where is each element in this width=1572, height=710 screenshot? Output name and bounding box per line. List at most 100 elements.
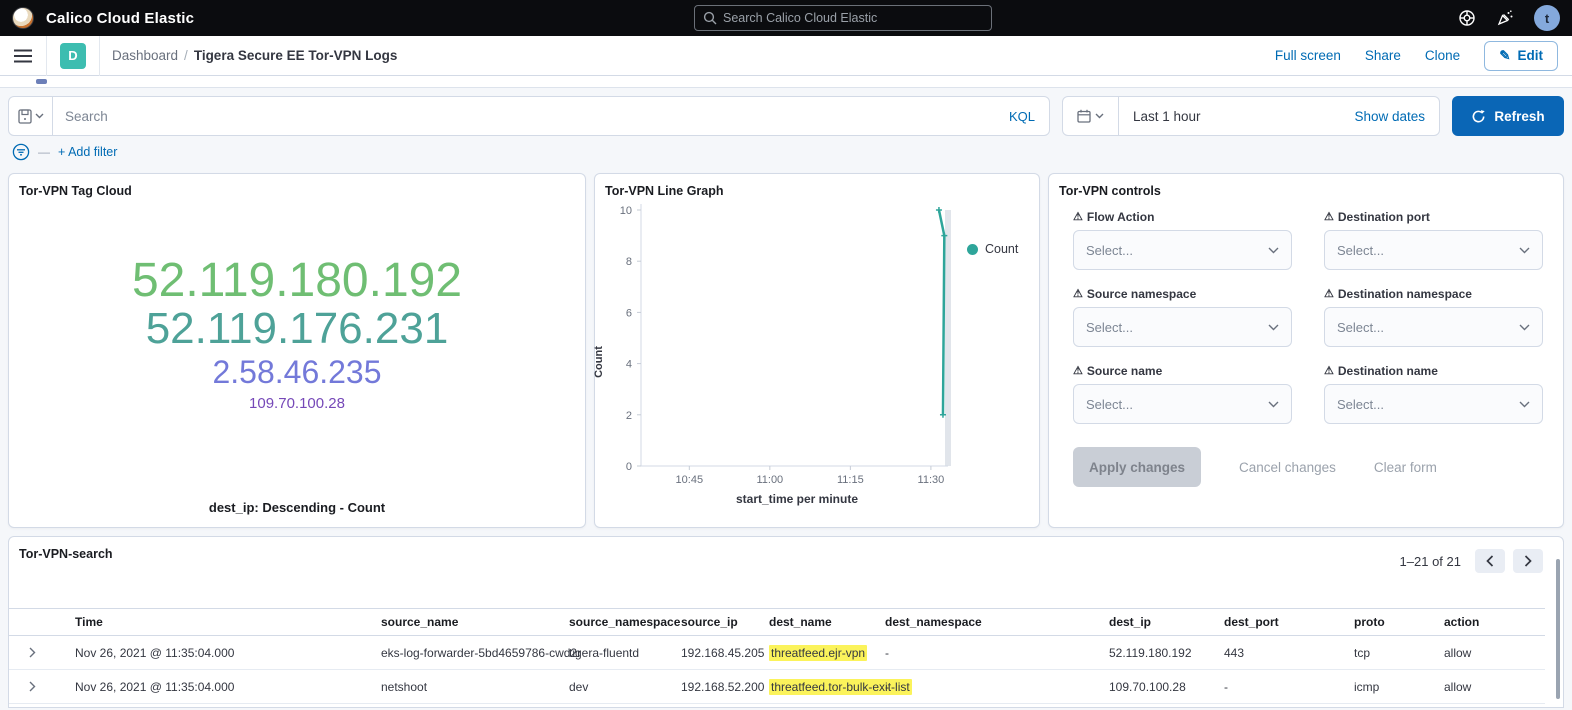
show-dates-button[interactable]: Show dates: [1354, 108, 1425, 124]
menu-button[interactable]: [14, 49, 32, 63]
date-picker: Last 1 hour Show dates: [1062, 96, 1440, 136]
calendar-icon: [1077, 109, 1091, 123]
chart-legend[interactable]: Count: [967, 242, 1018, 256]
calico-logo-icon[interactable]: [12, 7, 34, 29]
cancel-changes-button[interactable]: Cancel changes: [1239, 459, 1336, 475]
tag-cloud-footer: dest_ip: Descending - Count: [208, 500, 386, 515]
column-header[interactable]: source_ip: [681, 608, 769, 636]
column-header[interactable]: dest_ip: [1109, 608, 1224, 636]
column-header[interactable]: proto: [1354, 608, 1444, 636]
next-page-button[interactable]: [1513, 549, 1543, 573]
column-header[interactable]: action: [1444, 608, 1545, 636]
query-input[interactable]: [65, 108, 995, 124]
tag-cloud-item[interactable]: 52.119.180.192: [131, 254, 463, 307]
controls-buttons: Apply changes Cancel changes Clear form: [1049, 441, 1563, 487]
cell-dest-namespace: -: [885, 703, 1109, 707]
column-header[interactable]: dest_name: [769, 608, 885, 636]
kql-language-button[interactable]: KQL: [1008, 108, 1035, 124]
highlighted-value: threatfeed.tor-bulk-exit-list: [769, 678, 912, 695]
cell-dest-namespace: -: [885, 669, 1109, 704]
edit-button[interactable]: ✎ Edit: [1484, 40, 1558, 71]
chevron-down-icon: [1095, 113, 1104, 119]
full-screen-button[interactable]: Full screen: [1274, 48, 1341, 63]
destination-name-select[interactable]: Select...: [1324, 384, 1543, 424]
filter-circle-icon[interactable]: [12, 143, 30, 161]
table-scrollbar-thumb[interactable]: [1556, 559, 1560, 699]
column-header[interactable]: dest_namespace: [885, 608, 1109, 636]
chevron-down-icon: [1268, 401, 1279, 407]
control-field-source-namespace: ⚠ Source namespace Select...: [1073, 287, 1292, 364]
breadcrumb-dashboard-link[interactable]: Dashboard: [112, 48, 179, 63]
chevron-down-icon: [35, 113, 43, 119]
search-results-table: Time source_name source_namespace source…: [9, 608, 1545, 707]
cell-dest-ip: 109.70.100.28: [1109, 703, 1224, 707]
saved-query-menu-button[interactable]: [9, 97, 53, 135]
source-namespace-select[interactable]: Select...: [1073, 307, 1292, 347]
source-name-select[interactable]: Select...: [1073, 384, 1292, 424]
cell-proto: tcp: [1354, 635, 1444, 670]
cell-time: Nov 26, 2021 @ 11:35:04.000: [47, 669, 381, 704]
select-placeholder: Select...: [1086, 319, 1133, 335]
svg-text:10: 10: [620, 205, 632, 217]
cell-source-namespace: dev: [569, 669, 681, 704]
divider: [99, 35, 100, 76]
time-range-value[interactable]: Last 1 hour: [1133, 108, 1201, 124]
panel-title: Tor-VPN Tag Cloud: [19, 184, 132, 198]
column-header[interactable]: source_namespace: [569, 608, 681, 636]
apply-changes-button[interactable]: Apply changes: [1073, 447, 1202, 487]
destination-port-select[interactable]: Select...: [1324, 230, 1543, 270]
control-field-flow-action: ⚠ Flow Action Select...: [1073, 210, 1292, 287]
global-header: Calico Cloud Elastic: [0, 0, 1572, 36]
column-header[interactable]: dest_port: [1224, 608, 1354, 636]
chevron-down-icon: [1519, 324, 1530, 330]
clone-button[interactable]: Clone: [1424, 48, 1461, 63]
row-expand-button[interactable]: [9, 703, 47, 707]
pagination: 1–21 of 21: [1400, 549, 1543, 573]
line-chart-plot[interactable]: 0 2 4 6 8 10 10:45 11:00 11:15 11:30: [595, 198, 1039, 494]
tag-cloud: 52.119.180.192 52.119.176.231 2.58.46.23…: [9, 198, 585, 412]
edit-button-label: Edit: [1517, 48, 1544, 63]
select-placeholder: Select...: [1337, 319, 1384, 335]
tag-cloud-item[interactable]: 2.58.46.235: [212, 353, 382, 390]
filter-bar: — + Add filter: [12, 140, 1564, 164]
date-quick-select-button[interactable]: [1063, 97, 1119, 135]
warning-icon: ⚠: [1073, 210, 1083, 223]
row-expand-button[interactable]: [9, 669, 47, 704]
add-filter-button[interactable]: + Add filter: [58, 145, 118, 159]
global-search-input[interactable]: [723, 11, 983, 25]
space-badge[interactable]: D: [60, 42, 86, 69]
destination-namespace-select[interactable]: Select...: [1324, 307, 1543, 347]
svg-text:0: 0: [626, 461, 632, 473]
row-expand-button[interactable]: [9, 635, 47, 670]
share-button[interactable]: Share: [1364, 48, 1401, 63]
scrollbar-thumb[interactable]: [36, 79, 47, 84]
cell-source-namespace: dev: [569, 703, 681, 707]
panel-title: Tor-VPN controls: [1059, 184, 1161, 198]
help-button[interactable]: [1458, 9, 1476, 27]
table-row: Nov 26, 2021 @ 11:35:04.000 netshoot dev…: [9, 669, 1545, 704]
cell-action: allow: [1444, 635, 1545, 670]
column-header[interactable]: Time: [47, 608, 381, 636]
global-search[interactable]: [694, 5, 992, 31]
kql-search-box: KQL: [8, 96, 1050, 136]
control-field-destination-namespace: ⚠ Destination namespace Select...: [1324, 287, 1543, 364]
panel-search-table: Tor-VPN-search 1–21 of 21 Time source_na…: [8, 536, 1564, 708]
previous-page-button[interactable]: [1475, 549, 1505, 573]
avatar[interactable]: t: [1534, 5, 1560, 31]
cell-source-name: netshoot: [381, 669, 569, 704]
flow-action-select[interactable]: Select...: [1073, 230, 1292, 270]
tag-cloud-item[interactable]: 109.70.100.28: [249, 394, 345, 412]
chevron-right-icon: [29, 647, 36, 658]
refresh-icon: [1472, 109, 1486, 122]
cell-source-namespace: tigera-fluentd: [569, 635, 681, 670]
refresh-button[interactable]: Refresh: [1452, 96, 1564, 136]
controls-grid: ⚠ Flow Action Select... ⚠ Destination port…: [1049, 198, 1563, 441]
svg-text:4: 4: [626, 359, 632, 371]
warning-icon: ⚠: [1324, 364, 1334, 377]
clear-form-button[interactable]: Clear form: [1373, 459, 1437, 475]
tag-cloud-item[interactable]: 52.119.176.231: [145, 303, 449, 353]
field-label: Destination port: [1337, 210, 1430, 224]
pagination-info: 1–21 of 21: [1399, 553, 1461, 569]
column-header[interactable]: source_name: [381, 608, 569, 636]
newsfeed-button[interactable]: [1496, 9, 1514, 27]
